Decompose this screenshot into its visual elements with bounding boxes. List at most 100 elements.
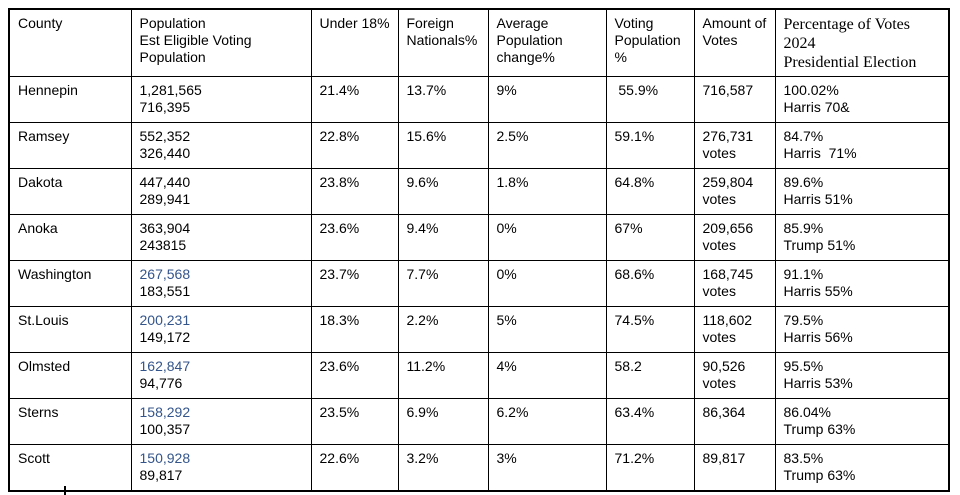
voting-population-cell: 63.4% — [605, 398, 695, 445]
avg-population-change-cell: 9% — [487, 76, 607, 123]
population-value: 158,292 — [139, 404, 191, 420]
avg-population-change-cell: 4% — [487, 352, 607, 399]
under-18-cell: 22.8% — [310, 122, 399, 169]
foreign-nationals-cell: 7.7% — [397, 260, 489, 307]
population-cell: 150,928 89,817 — [130, 444, 312, 491]
voting-population-cell: 67% — [605, 214, 695, 261]
avg-population-change-cell: 5% — [487, 306, 607, 353]
under-18-cell: 23.7% — [310, 260, 399, 307]
county-cell: Washington — [8, 260, 132, 307]
table-row-hennepin: Hennepin 1,281,565 716,395 21.4% 13.7% 9%… — [8, 76, 950, 123]
table-row-scott: Scott 150,928 89,817 22.6% 3.2% 3% 71.2% … — [8, 444, 950, 491]
population-value: 267,568 — [139, 266, 191, 282]
amount-of-votes-cell: 209,656 votes — [693, 214, 776, 261]
pct-votes-2024-cell: 86.04% Trump 63% — [774, 398, 950, 445]
population-value: 1,281,565 — [139, 82, 202, 98]
under-18-cell: 21.4% — [310, 76, 399, 123]
header-avg-population-change: Average Population change% — [487, 8, 607, 77]
eligible-voting-value: 100,357 — [139, 421, 191, 437]
amount-of-votes-cell: 89,817 — [693, 444, 776, 491]
header-amount-of-votes: Amount of Votes — [693, 8, 776, 77]
county-cell: Olmsted — [8, 352, 132, 399]
foreign-nationals-cell: 11.2% — [397, 352, 489, 399]
amount-of-votes-cell: 90,526 votes — [693, 352, 776, 399]
foreign-nationals-cell: 15.6% — [397, 122, 489, 169]
population-value: 150,928 — [139, 450, 191, 466]
county-cell: Anoka — [8, 214, 132, 261]
pct-votes-2024-cell: 79.5% Harris 56% — [774, 306, 950, 353]
voting-population-cell: 55.9% — [605, 76, 695, 123]
table-row-sterns: Sterns 158,292 100,357 23.5% 6.9% 6.2% 63… — [8, 398, 950, 445]
eligible-voting-value: 289,941 — [139, 191, 191, 207]
eligible-voting-value: 243815 — [139, 237, 187, 253]
population-value: 363,904 — [139, 220, 191, 236]
eligible-voting-value: 89,817 — [139, 467, 183, 483]
table-row-olmsted: Olmsted 162,847 94,776 23.6% 11.2% 4% 58.… — [8, 352, 950, 399]
eligible-voting-value: 716,395 — [139, 99, 191, 115]
voting-population-cell: 74.5% — [605, 306, 695, 353]
population-cell: 200,231 149,172 — [130, 306, 312, 353]
county-cell: Hennepin — [8, 76, 132, 123]
population-value: 552,352 — [139, 128, 191, 144]
amount-of-votes-cell: 716,587 — [693, 76, 776, 123]
header-under-18: Under 18% — [310, 8, 399, 77]
amount-of-votes-cell: 118,602 votes — [693, 306, 776, 353]
table-row-st-louis: St.Louis 200,231 149,172 18.3% 2.2% 5% 74… — [8, 306, 950, 353]
pct-votes-2024-cell: 83.5% Trump 63% — [774, 444, 950, 491]
population-cell: 158,292 100,357 — [130, 398, 312, 445]
avg-population-change-cell: 2.5% — [487, 122, 607, 169]
eligible-voting-value: 326,440 — [139, 145, 191, 161]
population-cell: 267,568 183,551 — [130, 260, 312, 307]
county-cell: Dakota — [8, 168, 132, 215]
pct-votes-2024-cell: 100.02% Harris 70& — [774, 76, 950, 123]
header-voting-population: Voting Population % — [605, 8, 695, 77]
table-row-ramsey: Ramsey 552,352 326,440 22.8% 15.6% 2.5% 5… — [8, 122, 950, 169]
pct-votes-2024-cell: 91.1% Harris 55% — [774, 260, 950, 307]
voting-population-cell: 59.1% — [605, 122, 695, 169]
avg-population-change-cell: 3% — [487, 444, 607, 491]
county-cell: St.Louis — [8, 306, 132, 353]
avg-population-change-cell: 0% — [487, 214, 607, 261]
county-cell: Ramsey — [8, 122, 132, 169]
voting-population-cell: 64.8% — [605, 168, 695, 215]
pct-votes-2024-cell: 95.5% Harris 53% — [774, 352, 950, 399]
foreign-nationals-cell: 9.4% — [397, 214, 489, 261]
avg-population-change-cell: 6.2% — [487, 398, 607, 445]
eligible-voting-value: 149,172 — [139, 329, 191, 345]
eligible-voting-value: 94,776 — [139, 375, 183, 391]
foreign-nationals-cell: 2.2% — [397, 306, 489, 353]
table-row-dakota: Dakota 447,440 289,941 23.8% 9.6% 1.8% 64… — [8, 168, 950, 215]
foreign-nationals-cell: 3.2% — [397, 444, 489, 491]
avg-population-change-cell: 1.8% — [487, 168, 607, 215]
population-cell: 162,847 94,776 — [130, 352, 312, 399]
voting-population-cell: 71.2% — [605, 444, 695, 491]
population-cell: 363,904 243815 — [130, 214, 312, 261]
under-18-cell: 18.3% — [310, 306, 399, 353]
county-cell: Sterns — [8, 398, 132, 445]
header-population: Population Est Eligible Voting Populatio… — [130, 8, 312, 77]
population-value: 200,231 — [139, 312, 191, 328]
population-value: 162,847 — [139, 358, 191, 374]
under-18-cell: 23.5% — [310, 398, 399, 445]
voting-population-cell: 68.6% — [605, 260, 695, 307]
under-18-cell: 22.6% — [310, 444, 399, 491]
county-cell: Scott — [8, 444, 132, 491]
amount-of-votes-cell: 259,804 votes — [693, 168, 776, 215]
population-cell: 1,281,565 716,395 — [130, 76, 312, 123]
table-row-washington: Washington 267,568 183,551 23.7% 7.7% 0% … — [8, 260, 950, 307]
pct-votes-2024-cell: 84.7% Harris 71% — [774, 122, 950, 169]
population-cell: 447,440 289,941 — [130, 168, 312, 215]
under-18-cell: 23.8% — [310, 168, 399, 215]
population-cell: 552,352 326,440 — [130, 122, 312, 169]
amount-of-votes-cell: 168,745 votes — [693, 260, 776, 307]
under-18-cell: 23.6% — [310, 214, 399, 261]
table-row-anoka: Anoka 363,904 243815 23.6% 9.4% 0% 67% 20… — [8, 214, 950, 261]
pct-votes-2024-cell: 85.9% Trump 51% — [774, 214, 950, 261]
amount-of-votes-cell: 86,364 — [693, 398, 776, 445]
pct-votes-2024-cell: 89.6% Harris 51% — [774, 168, 950, 215]
header-row: County Population Est Eligible Voting Po… — [8, 8, 950, 77]
text-cursor — [64, 486, 66, 495]
amount-of-votes-cell: 276,731 votes — [693, 122, 776, 169]
under-18-cell: 23.6% — [310, 352, 399, 399]
counties-voting-table: County Population Est Eligible Voting Po… — [8, 8, 950, 492]
